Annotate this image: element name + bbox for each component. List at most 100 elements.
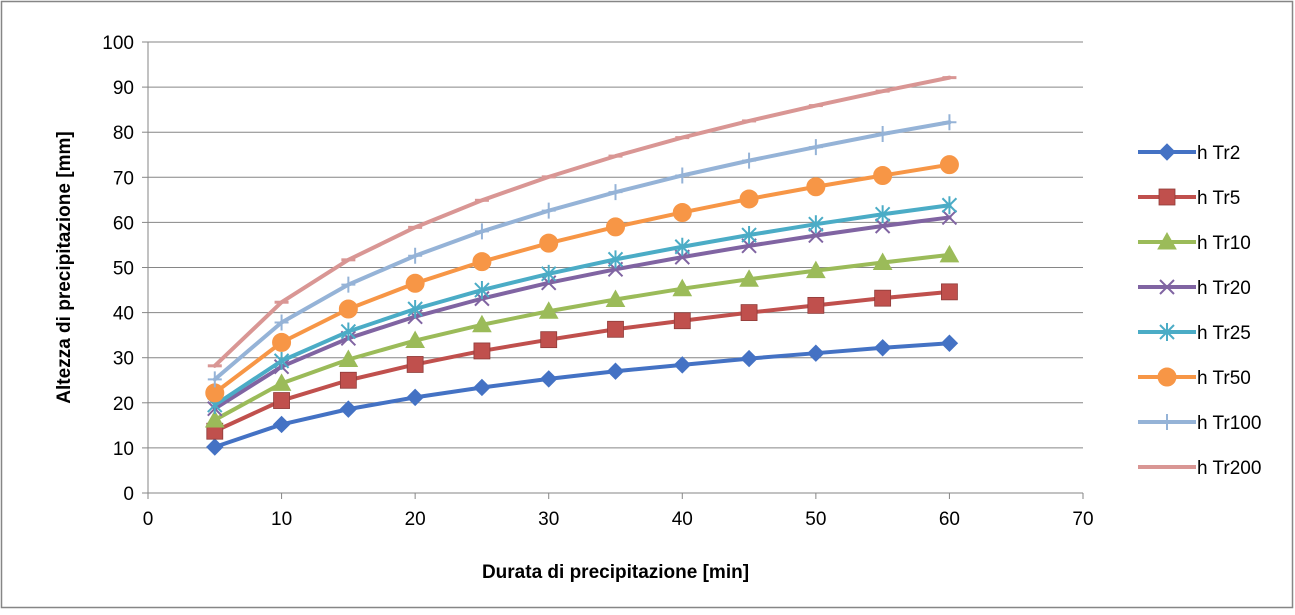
data-point [206, 438, 224, 456]
circle-marker [472, 252, 492, 272]
data-point [273, 392, 290, 409]
data-point [538, 301, 559, 319]
data-point [405, 330, 425, 349]
plus-marker [341, 276, 356, 293]
series-line [212, 203, 952, 408]
data-point [339, 400, 358, 418]
diamond-marker [206, 438, 224, 456]
series-line [212, 75, 952, 368]
series-line [212, 215, 952, 411]
legend-item-h-tr25: h Tr25 [1138, 323, 1251, 344]
data-point [541, 202, 556, 219]
star-marker [607, 250, 624, 269]
data-point [741, 238, 757, 254]
triangle-marker [672, 278, 693, 297]
x-tick-label: 40 [672, 509, 693, 530]
plus-marker [942, 114, 957, 131]
diamond-marker [807, 344, 825, 362]
circle-marker [338, 299, 358, 319]
diamond-marker [673, 356, 691, 374]
data-point [473, 378, 491, 397]
data-point [806, 177, 826, 197]
diamond-marker [406, 388, 424, 407]
square-marker [406, 356, 424, 373]
legend-item-h-tr200: h Tr200 [1138, 458, 1261, 479]
data-point [606, 217, 625, 237]
diamond-marker [272, 415, 291, 434]
y-tick-label: 0 [123, 484, 134, 505]
circle-marker [405, 273, 425, 293]
data-point [541, 264, 557, 283]
plus-marker [207, 371, 222, 388]
data-point [273, 351, 290, 370]
diamond-marker [740, 349, 758, 368]
data-point [807, 296, 825, 314]
diamond-marker [606, 362, 625, 380]
data-point [272, 332, 292, 352]
square-marker [874, 289, 892, 307]
circle-marker [606, 217, 625, 237]
data-point [874, 205, 891, 224]
data-point [272, 415, 291, 434]
data-point [207, 371, 222, 388]
plus-marker [742, 152, 757, 169]
data-point [940, 334, 959, 352]
legend-marker [1159, 279, 1175, 295]
series-h-tr25 [207, 196, 958, 415]
diamond-marker [473, 378, 491, 397]
y-tick-label: 40 [113, 304, 134, 325]
y-tick-label: 30 [113, 349, 134, 370]
circle-marker [539, 233, 559, 253]
square-marker [740, 304, 758, 322]
data-point [872, 252, 893, 271]
legend-label: h Tr10 [1197, 233, 1251, 254]
star-marker [808, 215, 824, 234]
data-point [874, 289, 892, 307]
legend-label: h Tr20 [1197, 278, 1251, 299]
x-tick-label: 30 [538, 509, 559, 530]
series-group [204, 75, 960, 456]
data-point [339, 371, 357, 389]
diamond-marker [1158, 143, 1176, 161]
data-point [472, 314, 492, 333]
legend-item-h-tr2: h Tr2 [1138, 143, 1240, 164]
data-point [741, 226, 757, 245]
x-tick-label: 60 [939, 509, 960, 530]
data-point [939, 244, 960, 263]
y-tick-label: 10 [113, 439, 134, 460]
x-marker [1159, 279, 1175, 295]
data-point [338, 349, 359, 368]
data-point [204, 409, 225, 428]
triangle-marker [605, 289, 626, 308]
series-line [212, 289, 952, 434]
data-point [338, 299, 358, 319]
data-point [473, 342, 491, 360]
legend-label: h Tr5 [1197, 188, 1240, 209]
data-point [740, 349, 758, 368]
data-point [675, 167, 690, 184]
data-point [540, 370, 558, 388]
data-point [808, 215, 824, 234]
star-marker [741, 226, 757, 245]
data-point [274, 314, 289, 331]
square-marker [273, 392, 290, 409]
triangle-marker [204, 409, 225, 428]
data-point [673, 312, 691, 330]
data-point [740, 304, 758, 322]
data-point [405, 273, 425, 293]
square-marker [607, 320, 624, 338]
circle-marker [672, 202, 692, 222]
series-line [212, 252, 952, 422]
y-tick-label: 50 [113, 259, 134, 280]
data-point [739, 269, 759, 287]
square-marker [673, 312, 691, 330]
circle-marker [873, 165, 893, 185]
plus-marker [274, 314, 289, 331]
data-point [873, 165, 893, 185]
square-marker [941, 283, 958, 301]
y-tick-label: 60 [113, 213, 134, 234]
square-marker [339, 371, 357, 389]
square-marker [540, 331, 558, 349]
